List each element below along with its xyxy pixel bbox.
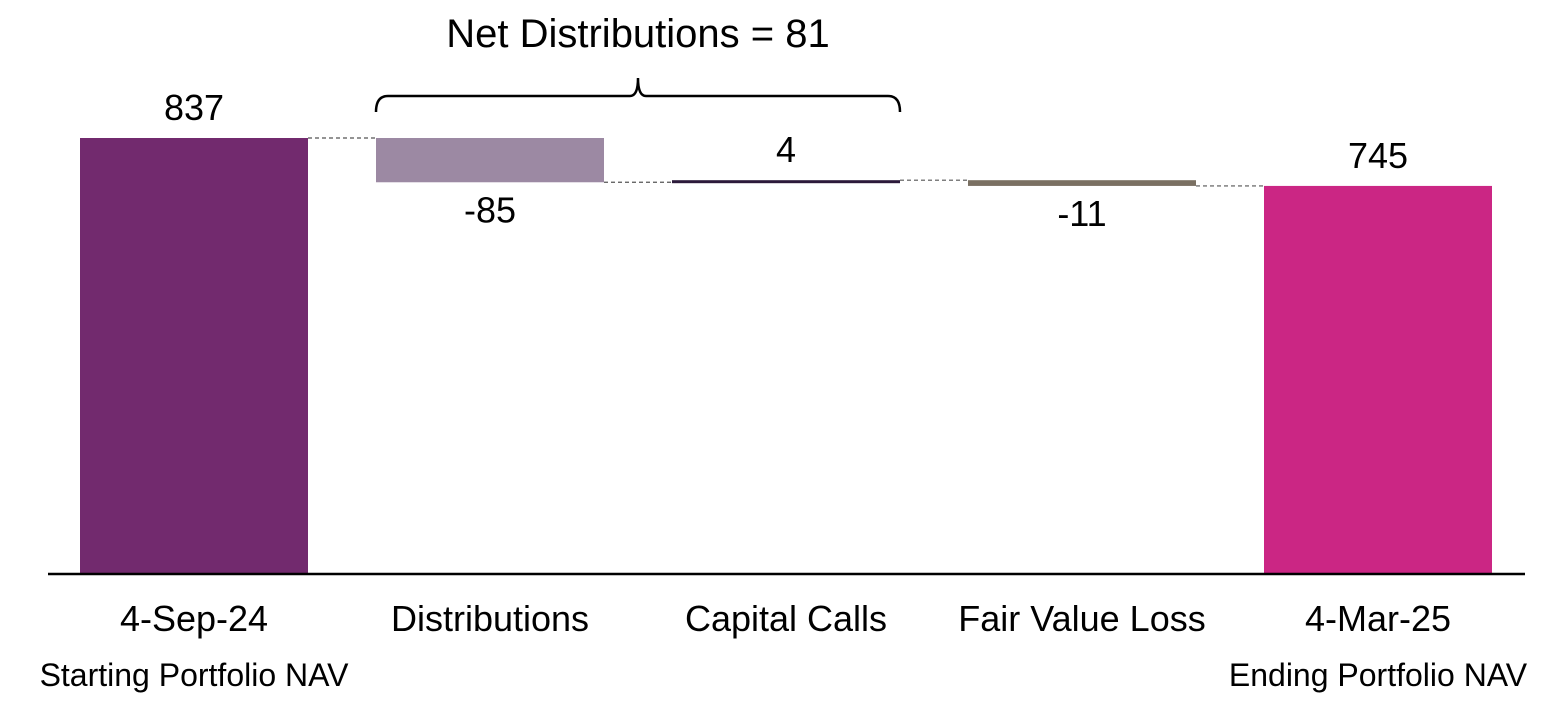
value-label: 745 — [1348, 135, 1408, 176]
category-label: Distributions — [391, 598, 589, 639]
connector-lines — [308, 137, 1264, 187]
bars-group — [80, 138, 1492, 575]
value-label: 837 — [164, 87, 224, 128]
annotation-label: Net Distributions = 81 — [446, 12, 830, 56]
value-labels: 837 -85 4 -11 745 — [164, 87, 1408, 234]
bar-capital-calls — [672, 180, 900, 184]
category-label: 4-Sep-24 — [120, 598, 268, 639]
bar-4-sep-24 — [80, 138, 308, 574]
category-label: 4-Mar-25 — [1305, 598, 1451, 639]
category-label: Capital Calls — [685, 598, 887, 639]
bar-4-mar-25 — [1264, 185, 1492, 575]
category-label: Fair Value Loss — [958, 598, 1205, 639]
net-distributions-annotation: Net Distributions = 81 — [374, 12, 902, 113]
value-label: 4 — [776, 129, 796, 170]
category-sublabel: Ending Portfolio NAV — [1229, 657, 1528, 693]
brace-bracket — [374, 77, 902, 113]
value-label: -11 — [1057, 193, 1106, 234]
bar-distributions — [376, 138, 604, 183]
bar-fair-value-loss — [968, 180, 1196, 186]
category-labels: 4-Sep-24 Starting Portfolio NAV Distributi… — [40, 598, 1528, 693]
value-label: -85 — [464, 189, 516, 230]
category-sublabel: Starting Portfolio NAV — [40, 657, 350, 693]
